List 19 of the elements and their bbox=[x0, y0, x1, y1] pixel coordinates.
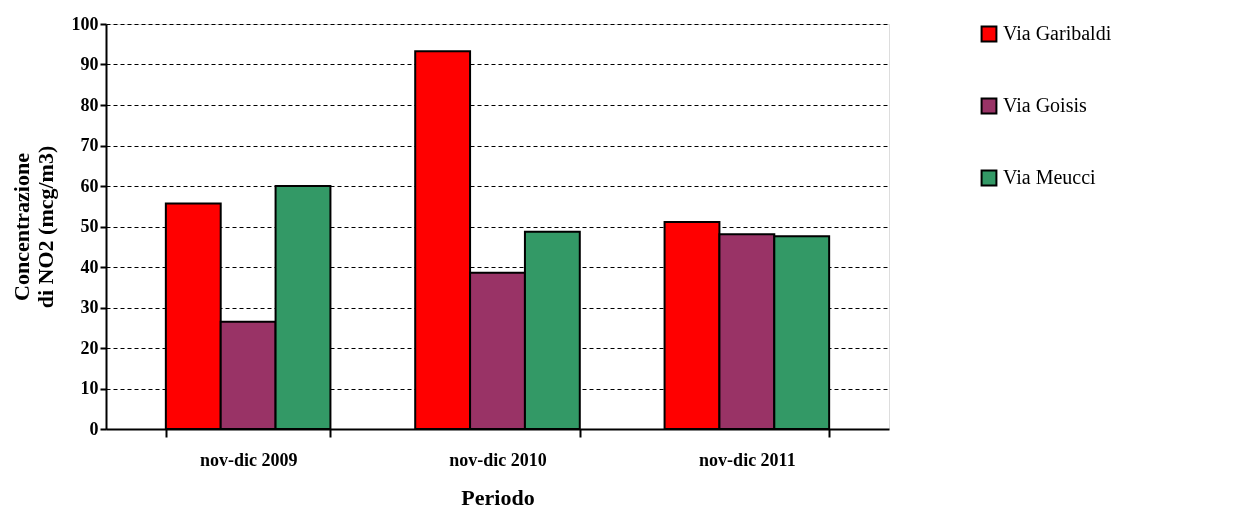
y-tick-label: 80 bbox=[80, 94, 99, 115]
y-tick-label: 90 bbox=[80, 54, 99, 74]
x-tick-label: nov-dic 2009 bbox=[199, 449, 298, 470]
legend-label: Via Goisis bbox=[1003, 94, 1088, 116]
y-tick-label: 60 bbox=[80, 175, 99, 196]
y-axis-title: Concentrazione di NO2 (mcg/m3) bbox=[8, 145, 58, 309]
y-tick-label: 70 bbox=[80, 135, 99, 155]
y-tick-label: 100 bbox=[71, 13, 99, 34]
y-tick-label: 20 bbox=[80, 337, 99, 358]
legend-label: Via Meucci bbox=[1003, 166, 1097, 188]
y-tick-label: 40 bbox=[80, 256, 99, 277]
y-tick-label: 10 bbox=[80, 378, 99, 398]
y-tick-label: 0 bbox=[89, 418, 99, 439]
y-tick-label: 50 bbox=[80, 216, 99, 236]
x-tick-label: nov-dic 2010 bbox=[449, 449, 547, 470]
x-axis-title: Periodo bbox=[461, 484, 535, 510]
y-tick-label: 30 bbox=[80, 297, 99, 317]
x-tick-label: nov-dic 2011 bbox=[699, 449, 796, 470]
legend-label: Via Garibaldi bbox=[1003, 22, 1112, 44]
